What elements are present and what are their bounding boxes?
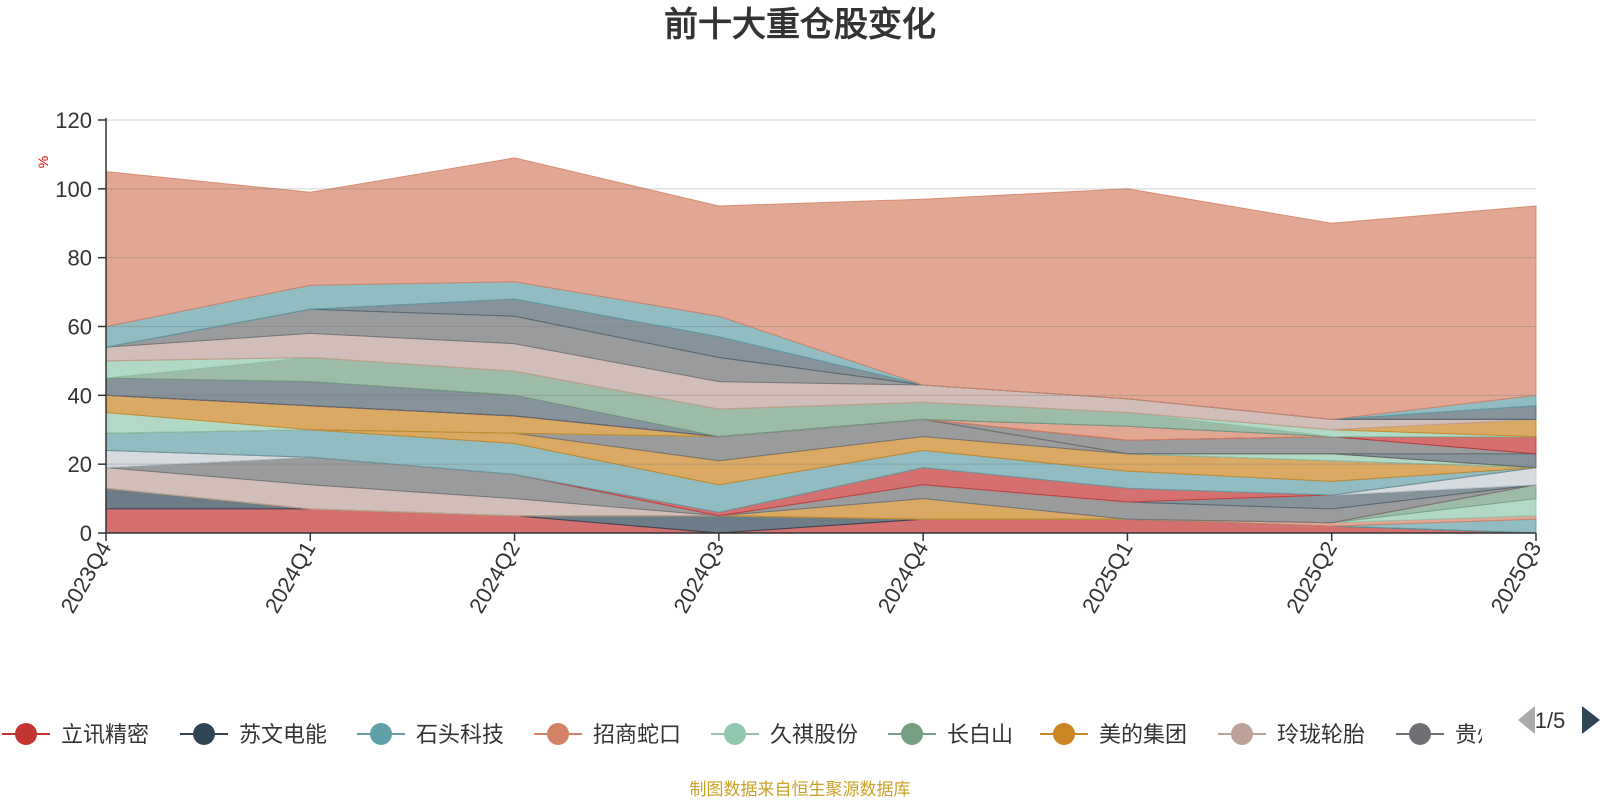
legend-label: 苏文电能 bbox=[239, 722, 327, 747]
x-tick-label: 2023Q4 bbox=[56, 537, 117, 617]
legend-page-indicator: 1/5 bbox=[1535, 708, 1566, 733]
y-tick-label: 80 bbox=[68, 246, 92, 271]
legend-label: 招商蛇口 bbox=[593, 722, 681, 747]
legend: 立讯精密 苏文电能 石头科技 招商蛇口 久祺股份 长白山 美的集团 玲珑轮胎 贵州茅台 bbox=[2, 722, 1543, 747]
legend-item[interactable]: 石头科技 bbox=[357, 722, 504, 747]
legend-item[interactable]: 立讯精密 bbox=[2, 722, 149, 747]
x-tick-label: 2024Q3 bbox=[668, 537, 729, 617]
legend-marker-icon bbox=[1409, 723, 1431, 745]
source-note: 制图数据来自恒生聚源数据库 bbox=[690, 780, 911, 799]
y-tick-label: 60 bbox=[68, 315, 92, 340]
legend-item[interactable]: 苏文电能 bbox=[180, 722, 327, 747]
y-tick-label: 0 bbox=[80, 521, 92, 546]
x-tick-label: 2025Q3 bbox=[1486, 537, 1547, 617]
y-tick-label: 100 bbox=[55, 177, 92, 202]
x-tick-label: 2024Q4 bbox=[873, 537, 934, 617]
legend-item[interactable]: 长白山 bbox=[888, 722, 1013, 747]
legend-marker-icon bbox=[193, 723, 215, 745]
area-series bbox=[105, 157, 1537, 534]
legend-label: 长白山 bbox=[947, 722, 1013, 747]
legend-label: 玲珑轮胎 bbox=[1277, 722, 1365, 747]
legend-item[interactable]: 久祺股份 bbox=[711, 722, 858, 747]
legend-item[interactable]: 招商蛇口 bbox=[534, 722, 681, 747]
legend-marker-icon bbox=[901, 723, 923, 745]
chart-title: 前十大重仓股变化 bbox=[664, 6, 936, 44]
legend-label: 贵州茅台 bbox=[1455, 722, 1543, 747]
legend-pager: 1/5 bbox=[1518, 706, 1600, 734]
legend-marker-icon bbox=[1231, 723, 1253, 745]
x-tick-label: 2024Q1 bbox=[260, 537, 321, 617]
legend-marker-icon bbox=[724, 723, 746, 745]
legend-label: 立讯精密 bbox=[61, 722, 149, 747]
legend-item[interactable]: 玲珑轮胎 bbox=[1218, 722, 1365, 747]
legend-marker-icon bbox=[15, 723, 37, 745]
x-tick-label: 2024Q2 bbox=[464, 537, 525, 617]
legend-item[interactable]: 美的集团 bbox=[1040, 722, 1187, 747]
legend-item[interactable]: 贵州茅台 bbox=[1396, 722, 1543, 747]
legend-next-icon[interactable] bbox=[1582, 706, 1600, 734]
y-tick-label: 40 bbox=[68, 383, 92, 408]
x-tick-label: 2025Q2 bbox=[1281, 537, 1342, 617]
legend-marker-icon bbox=[1053, 723, 1075, 745]
x-tick-label: 2025Q1 bbox=[1077, 537, 1138, 617]
legend-prev-icon[interactable] bbox=[1518, 706, 1535, 734]
legend-label: 美的集团 bbox=[1099, 722, 1187, 747]
y-tick-label: 20 bbox=[68, 452, 92, 477]
y-tick-label: 120 bbox=[55, 108, 92, 133]
y-axis-unit-label: % bbox=[35, 156, 51, 168]
legend-marker-icon bbox=[370, 723, 392, 745]
legend-marker-icon bbox=[547, 723, 569, 745]
legend-label: 久祺股份 bbox=[770, 722, 858, 747]
legend-items: 立讯精密 苏文电能 石头科技 招商蛇口 久祺股份 长白山 美的集团 玲珑轮胎 贵州茅台 bbox=[2, 722, 1543, 747]
legend-label: 石头科技 bbox=[416, 722, 504, 747]
area-30 bbox=[105, 157, 1537, 420]
